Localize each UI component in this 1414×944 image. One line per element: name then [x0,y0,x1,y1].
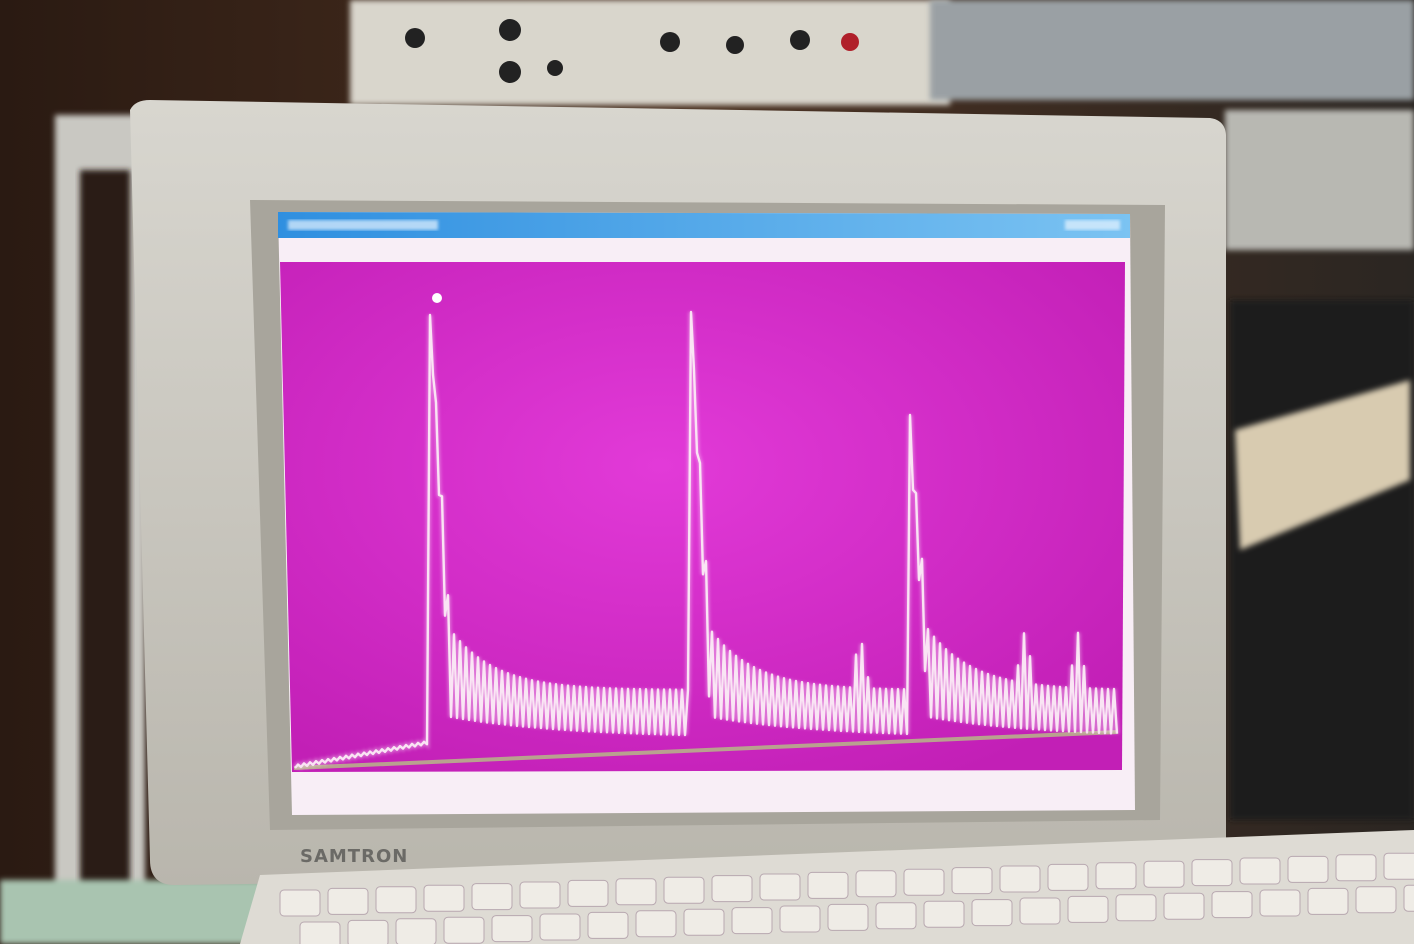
key [924,901,964,927]
key [1068,896,1108,922]
key [1260,890,1300,916]
key [1020,898,1060,924]
key [424,885,464,911]
rack-gap [80,170,130,910]
key [568,880,608,906]
key [904,869,944,895]
key [1288,856,1328,882]
key [376,887,416,913]
key [472,884,512,910]
key [540,914,580,940]
key [808,872,848,898]
key [684,909,724,935]
key [1404,885,1414,911]
key [760,874,800,900]
key [1356,887,1396,913]
key [1384,853,1414,879]
key [588,912,628,938]
equipment-case [930,0,1414,100]
key [520,882,560,908]
key [1048,864,1088,890]
key [972,900,1012,926]
key [856,871,896,897]
key [1212,892,1252,918]
key [1000,866,1040,892]
key [636,911,676,937]
key [328,888,368,914]
key [1096,863,1136,889]
key [664,877,704,903]
key [952,868,992,894]
key [1192,860,1232,886]
shelf [1225,110,1414,250]
title-bar-text [288,220,438,230]
key [280,890,320,916]
key [712,876,752,902]
key [348,920,388,944]
key [1240,858,1280,884]
key [444,917,484,943]
key [1308,888,1348,914]
key [1164,893,1204,919]
key [828,904,868,930]
key [732,908,772,934]
key [1144,861,1184,887]
dark-device [1230,300,1414,820]
key [1336,855,1376,881]
brand-label: SAMTRON [300,846,408,867]
key [300,922,340,944]
key [780,906,820,932]
photo: SAMTRON [0,0,1414,944]
cursor [432,293,442,303]
key [1116,895,1156,921]
key [492,916,532,942]
equipment-panel [350,0,950,105]
key [876,903,916,929]
window-buttons [1065,220,1120,230]
key [396,919,436,944]
key [616,879,656,905]
page: SAMTRON (() => { const data = JSON.parse… [0,0,1414,944]
